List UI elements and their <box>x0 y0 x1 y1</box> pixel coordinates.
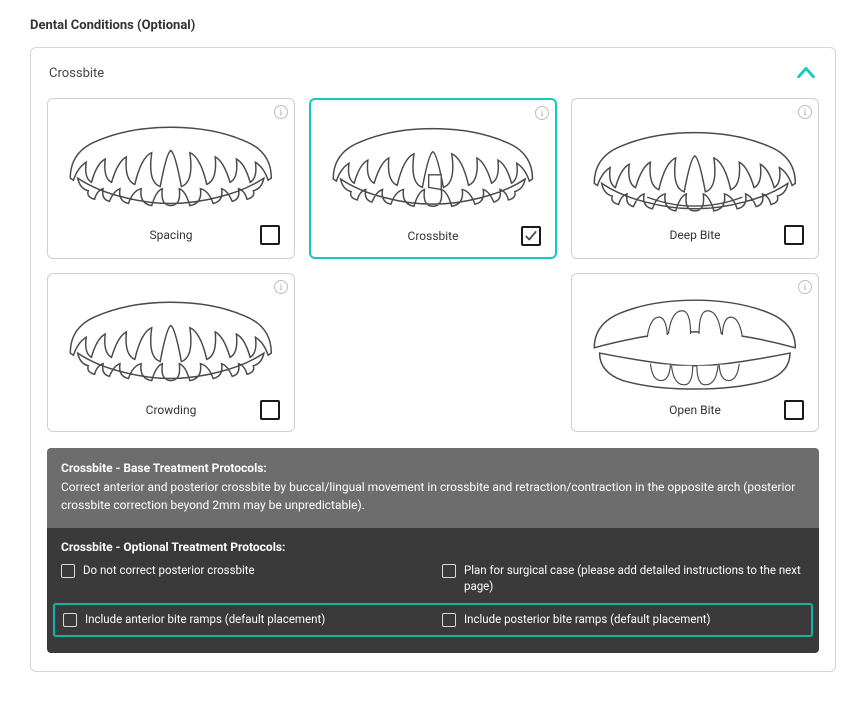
option-label: Include posterior bite ramps (default pl… <box>464 612 711 628</box>
protocol-option-post_ramps[interactable]: Include posterior bite ramps (default pl… <box>442 611 803 629</box>
protocol-base: Crossbite - Base Treatment Protocols: Co… <box>47 448 819 528</box>
card-label: Crowding <box>146 403 197 417</box>
info-icon[interactable]: i <box>274 105 288 119</box>
option-checkbox[interactable] <box>61 564 75 578</box>
teeth-illustration <box>319 108 547 223</box>
condition-card-crowding[interactable]: i Crowding <box>47 273 295 432</box>
card-checkbox[interactable] <box>260 400 280 420</box>
condition-card-spacing[interactable]: i Spacing <box>47 98 295 259</box>
teeth-illustration <box>56 282 286 397</box>
highlighted-options: Include anterior bite ramps (default pla… <box>53 603 813 637</box>
option-label: Include anterior bite ramps (default pla… <box>85 612 325 628</box>
option-label: Do not correct posterior crossbite <box>83 563 255 579</box>
card-label: Deep Bite <box>670 228 721 242</box>
option-checkbox[interactable] <box>442 564 456 578</box>
info-icon[interactable]: i <box>798 105 812 119</box>
protocol-option-ant_ramps[interactable]: Include anterior bite ramps (default pla… <box>63 611 424 629</box>
card-footer: Crossbite <box>319 225 547 247</box>
teeth-illustration <box>580 107 810 222</box>
card-label: Open Bite <box>669 403 721 417</box>
condition-cards: i Spacing i Crossbite i Deep Bite i Crowding i Op… <box>47 98 819 432</box>
card-checkbox[interactable] <box>260 225 280 245</box>
condition-card-deepbite[interactable]: i Deep Bite <box>571 98 819 259</box>
option-label: Plan for surgical case (please add detai… <box>464 563 805 594</box>
card-label: Crossbite <box>408 229 459 243</box>
card-footer: Open Bite <box>580 399 810 421</box>
protocol-options-grid: Do not correct posterior crossbite Plan f… <box>61 562 805 637</box>
protocol-base-title: Crossbite - Base Treatment Protocols: <box>61 460 805 477</box>
protocol-section: Crossbite - Base Treatment Protocols: Co… <box>47 448 819 653</box>
teeth-illustration <box>580 282 810 397</box>
panel-header: Crossbite <box>47 62 819 84</box>
panel-title: Crossbite <box>49 66 104 81</box>
conditions-panel: Crossbite i Spacing i Crossbite i Deep Bite i C… <box>30 47 836 672</box>
card-footer: Deep Bite <box>580 224 810 246</box>
info-icon[interactable]: i <box>274 280 288 294</box>
info-icon[interactable]: i <box>535 106 549 120</box>
section-title: Dental Conditions (Optional) <box>30 18 836 33</box>
card-checkbox[interactable] <box>784 225 804 245</box>
info-icon[interactable]: i <box>798 280 812 294</box>
protocol-opt-title: Crossbite - Optional Treatment Protocols… <box>61 540 805 554</box>
protocol-option-no_post[interactable]: Do not correct posterior crossbite <box>61 562 424 580</box>
teeth-illustration <box>56 107 286 222</box>
protocol-optional: Crossbite - Optional Treatment Protocols… <box>47 528 819 653</box>
option-checkbox[interactable] <box>442 613 456 627</box>
condition-card-crossbite[interactable]: i Crossbite <box>309 98 557 259</box>
collapse-toggle[interactable] <box>795 62 817 84</box>
card-footer: Spacing <box>56 224 286 246</box>
card-checkbox[interactable] <box>784 400 804 420</box>
card-footer: Crowding <box>56 399 286 421</box>
protocol-option-surgical[interactable]: Plan for surgical case (please add detai… <box>442 562 805 595</box>
condition-card-openbite[interactable]: i Open Bite <box>571 273 819 432</box>
card-checkbox[interactable] <box>521 226 541 246</box>
option-checkbox[interactable] <box>63 613 77 627</box>
protocol-base-text: Correct anterior and posterior crossbite… <box>61 479 805 514</box>
card-label: Spacing <box>150 228 193 242</box>
